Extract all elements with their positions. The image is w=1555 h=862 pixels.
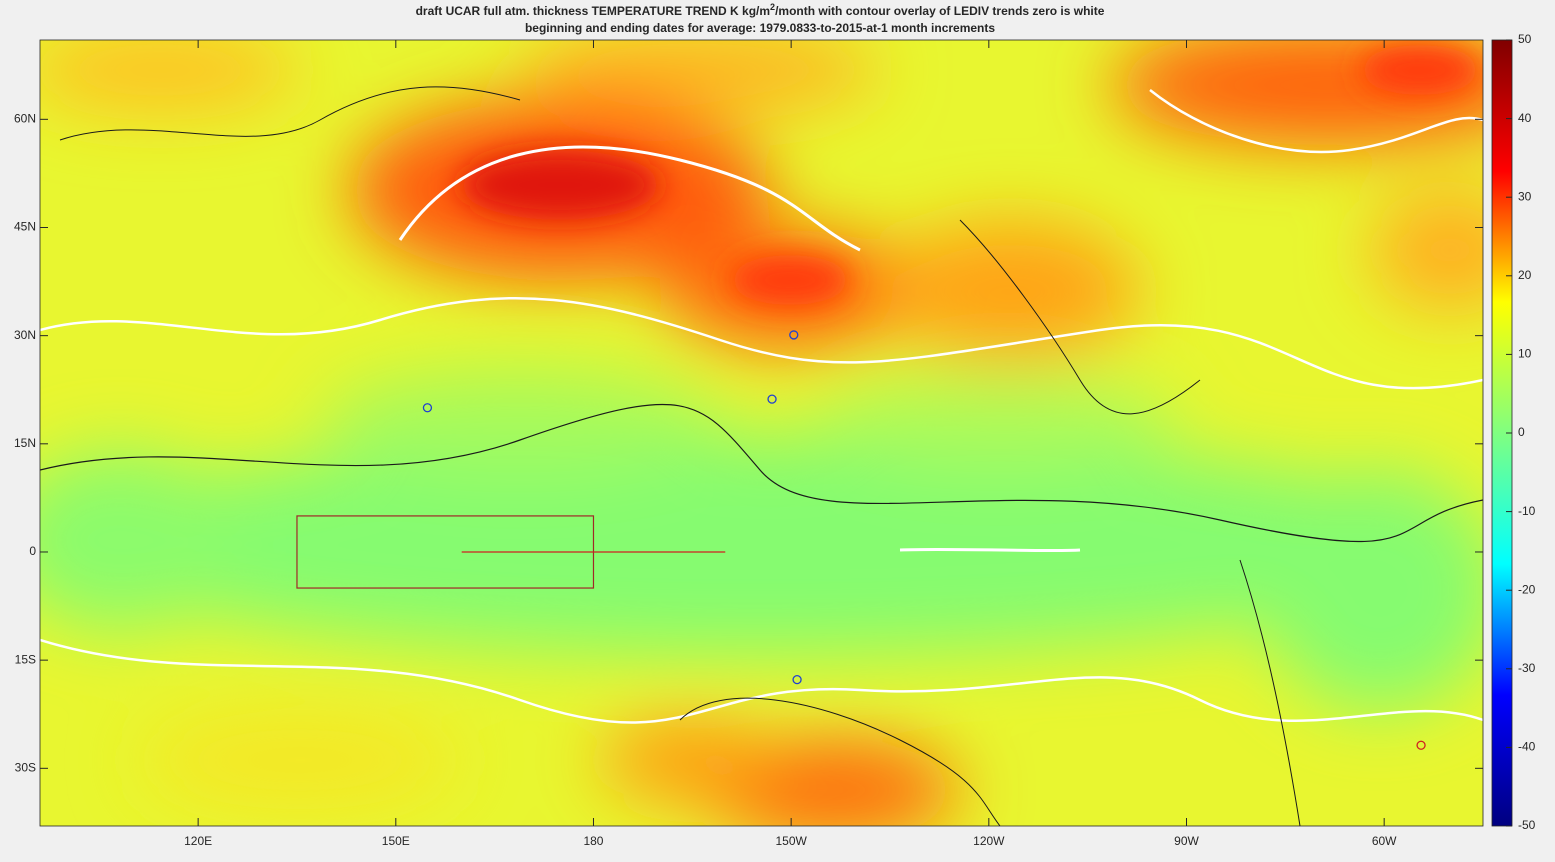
colorbar-tick-label: 40 bbox=[1518, 111, 1532, 125]
x-tick-label: 180 bbox=[583, 834, 603, 848]
colorbar-tick-label: 50 bbox=[1518, 32, 1532, 46]
contours bbox=[40, 86, 1483, 826]
title-superscript: 2 bbox=[770, 2, 775, 12]
colorbar-tick-label: -20 bbox=[1518, 582, 1536, 596]
x-tick-label: 150E bbox=[382, 834, 410, 848]
y-tick-label: 30S bbox=[15, 760, 36, 774]
chart-title: draft UCAR full atm. thickness TEMPERATU… bbox=[416, 2, 1105, 18]
y-tick-label: 15S bbox=[15, 652, 36, 666]
colorbar-tick-label: 30 bbox=[1518, 189, 1532, 203]
colorbar-tick-label: 10 bbox=[1518, 347, 1532, 361]
title-part: draft UCAR full atm. thickness TEMPERATU… bbox=[416, 4, 770, 18]
field-base bbox=[40, 40, 1483, 826]
y-tick-label: 45N bbox=[14, 220, 36, 234]
y-tick-label: 15N bbox=[14, 436, 36, 450]
y-tick-label: 0 bbox=[29, 544, 36, 558]
chart-subtitle: beginning and ending dates for average: … bbox=[525, 21, 995, 35]
title-part: /month with contour overlay of LEDIV tre… bbox=[775, 4, 1105, 18]
marker bbox=[1416, 740, 1426, 750]
colorbar-tick-label: -50 bbox=[1518, 818, 1536, 832]
colorbar-tick-label: -30 bbox=[1518, 661, 1536, 675]
marker bbox=[789, 330, 799, 340]
x-tick-label: 60W bbox=[1372, 834, 1397, 848]
y-tick-label: 30N bbox=[14, 328, 36, 342]
x-tick-label: 120E bbox=[184, 834, 212, 848]
colorbar-tick-label: -40 bbox=[1518, 740, 1536, 754]
field bbox=[40, 40, 1483, 826]
y-tick-label: 60N bbox=[14, 111, 36, 125]
marker bbox=[422, 403, 433, 413]
x-tick-label: 90W bbox=[1174, 834, 1199, 848]
colorbar-tick-label: -10 bbox=[1518, 504, 1536, 518]
x-tick-label: 150W bbox=[775, 834, 807, 848]
colorbar-tick-label: 0 bbox=[1518, 425, 1525, 439]
plot-frame bbox=[39, 39, 1484, 827]
marker bbox=[767, 394, 777, 404]
colorbar-tick-label: 20 bbox=[1518, 268, 1532, 282]
x-tick-label: 120W bbox=[973, 834, 1005, 848]
marker bbox=[792, 674, 802, 685]
